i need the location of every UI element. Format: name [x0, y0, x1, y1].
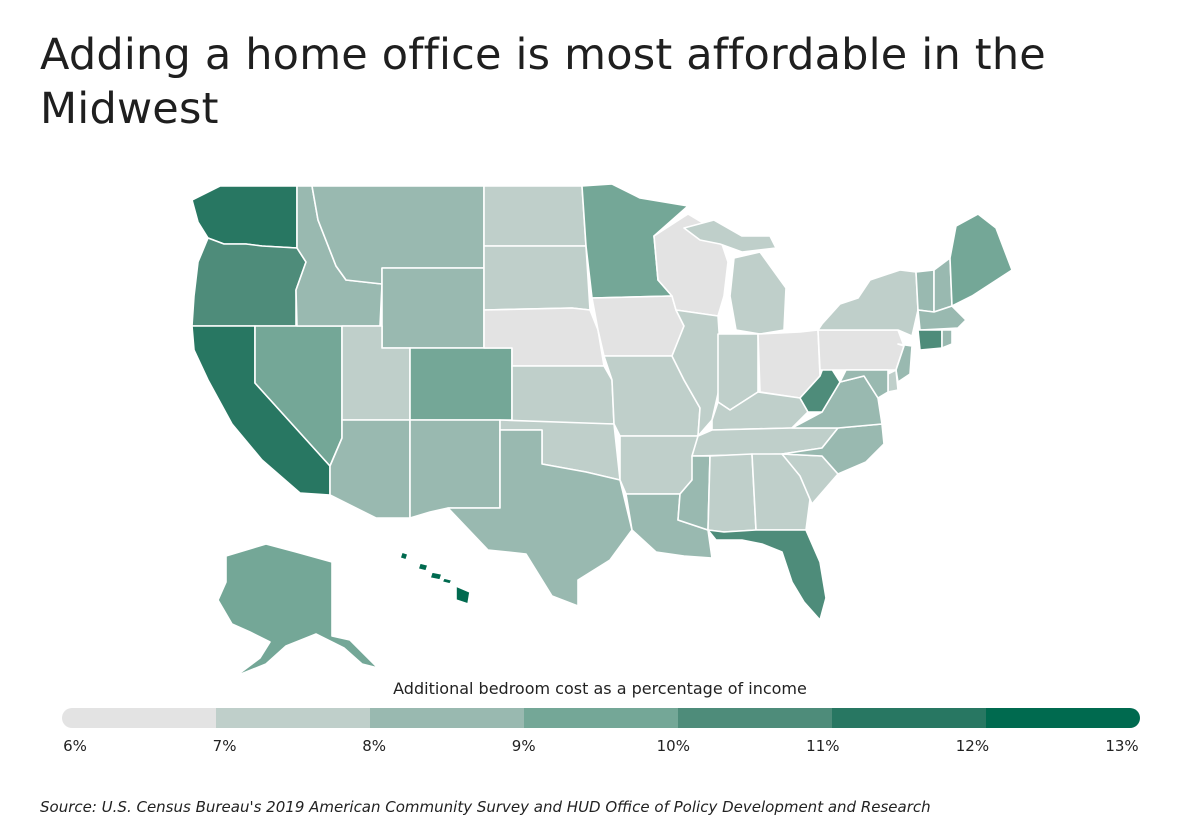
state-AL: [707, 453, 757, 533]
state-CT: [917, 329, 943, 351]
legend-tick-label: 7%: [212, 737, 237, 755]
state-CO: [409, 347, 513, 421]
legend-tick-label: 10%: [656, 737, 690, 755]
state-TX: [447, 429, 633, 607]
source-note: Source: U.S. Census Bureau's 2019 Americ…: [40, 798, 931, 816]
state-ND: [483, 185, 587, 247]
state-KS: [511, 365, 615, 425]
state-NH: [933, 257, 953, 313]
state-PA: [817, 329, 905, 371]
legend-swatch-6: [986, 708, 1140, 728]
state-SD: [483, 245, 591, 311]
legend-swatch-0: [62, 708, 216, 728]
legend-swatch-4: [678, 708, 832, 728]
state-AR: [619, 435, 699, 495]
chart-title: Adding a home office is most affordable …: [40, 30, 1046, 134]
state-MI: [729, 251, 787, 335]
state-AK: [217, 543, 379, 677]
legend-tick-label: 9%: [511, 737, 536, 755]
state-NM: [409, 419, 501, 519]
state-IA: [591, 295, 685, 357]
state-NC: [781, 423, 885, 475]
state-WY: [381, 267, 485, 349]
legend-swatch-3: [524, 708, 678, 728]
legend-swatch-1: [216, 708, 370, 728]
legend-tick-label: 8%: [362, 737, 387, 755]
state-MI-UP: [683, 219, 777, 253]
state-MD: [839, 369, 889, 399]
legend-tick-label: 6%: [63, 737, 87, 755]
legend-tick-label: 11%: [806, 737, 840, 755]
state-AZ: [329, 419, 411, 519]
state-DE: [887, 369, 899, 393]
legend-color-scale: [62, 708, 1140, 728]
state-FL: [707, 529, 827, 621]
state-HI: [399, 551, 471, 605]
legend-tick-label: 13%: [1105, 737, 1139, 755]
state-ME: [949, 213, 1013, 307]
state-VT: [915, 269, 935, 313]
legend-swatch-5: [832, 708, 986, 728]
legend-swatch-2: [370, 708, 524, 728]
legend-title: Additional bedroom cost as a percentage …: [393, 679, 807, 698]
state-RI: [941, 329, 953, 349]
legend-tick-label: 12%: [955, 737, 990, 755]
state-NY: [817, 269, 919, 337]
us-choropleth-map: [191, 183, 1013, 677]
state-OR: [191, 237, 307, 327]
